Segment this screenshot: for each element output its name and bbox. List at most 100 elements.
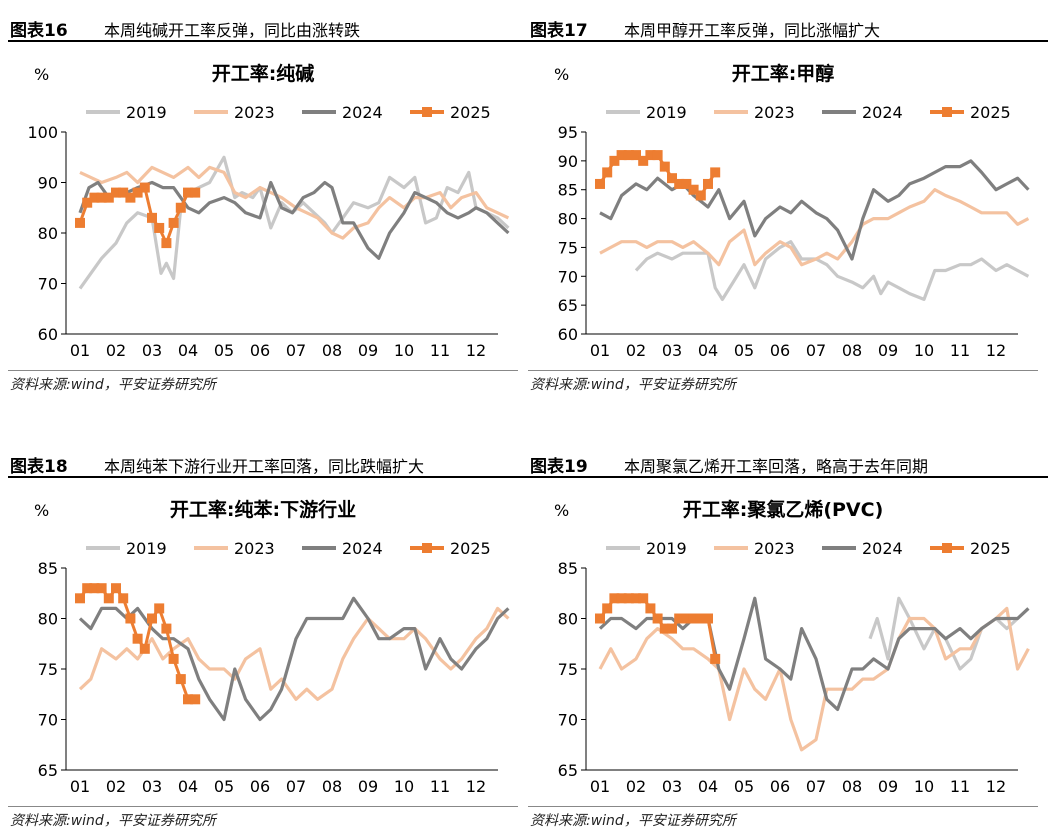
series-point-2025 (111, 187, 121, 198)
y-tick-label: 75 (38, 660, 58, 679)
series-point-2025 (75, 593, 85, 604)
y-tick-label: 85 (558, 559, 578, 578)
x-tick-label: 09 (878, 341, 898, 360)
legend-label-2023: 2023 (754, 539, 795, 558)
y-tick-label: 70 (558, 711, 578, 730)
series-point-2025 (623, 150, 634, 161)
series-line-2023 (78, 606, 510, 701)
y-tick-label: 85 (38, 559, 58, 578)
series-line-2024 (78, 596, 510, 722)
chart-title: 开工率:聚氯乙烯(PVC) (683, 498, 884, 521)
chart-soda-ash: 开工率:纯碱% 2019 2023 2024 2025 60 70 80 90 100 01 02 03… (27, 62, 510, 360)
panel-pvc: 图表19 本周聚氯乙烯开工率回落，略高于去年同期 开工率:聚氯乙烯(PVC)% 2… (528, 448, 1048, 829)
series-point-2025 (674, 613, 685, 624)
x-tick-label: 06 (250, 777, 270, 796)
series-point-2025 (168, 217, 179, 228)
series-point-2025 (645, 150, 656, 161)
series-point-2025 (710, 167, 721, 178)
y-tick-label: 70 (38, 711, 58, 730)
source-note: 资料来源:wind，平安证券研究所 (10, 813, 216, 829)
legend-label-2024: 2024 (342, 103, 383, 122)
x-tick-label: 12 (466, 777, 486, 796)
series-point-2025 (82, 197, 93, 208)
x-tick-label: 04 (698, 777, 718, 796)
series-point-2025 (132, 187, 143, 198)
series-point-2025 (674, 178, 685, 189)
series-point-2025 (616, 150, 627, 161)
series-point-2025 (175, 202, 186, 213)
x-tick-label: 09 (358, 777, 378, 796)
series-point-2025 (695, 190, 706, 201)
series-point-2025 (638, 593, 649, 604)
series-line-2024 (598, 596, 1030, 711)
legend-label-2024: 2024 (862, 539, 903, 558)
panel-methanol: 图表17 本周甲醇开工率反弹，同比涨幅扩大 开工率:甲醇% 2019 2023 202… (528, 12, 1048, 393)
x-tick-label: 05 (214, 341, 234, 360)
series-point-2025 (688, 613, 699, 624)
series-point-2025 (168, 653, 179, 664)
series-point-2025 (175, 674, 186, 685)
x-tick-label: 08 (842, 341, 862, 360)
series-line-2019 (78, 155, 510, 290)
x-tick-label: 03 (662, 341, 682, 360)
x-tick-label: 03 (142, 777, 162, 796)
y-tick-label: 80 (558, 210, 578, 229)
x-tick-label: 08 (842, 777, 862, 796)
figure-header: 图表17 本周甲醇开工率反弹，同比涨幅扩大 (528, 12, 1048, 42)
y-tick-label: 70 (38, 275, 58, 294)
x-tick-label: 12 (466, 341, 486, 360)
source-divider (8, 370, 518, 371)
series-point-2025 (681, 613, 692, 624)
panel-soda-ash: 图表16 本周纯碱开工率反弹，同比由涨转跌 开工率:纯碱% 2019 2023 202… (8, 12, 528, 393)
x-tick-label: 01 (590, 777, 610, 796)
x-tick-label: 01 (70, 341, 90, 360)
x-tick-label: 04 (178, 777, 198, 796)
source-divider (8, 806, 518, 807)
series-point-2025 (631, 593, 641, 604)
x-tick-label: 03 (142, 341, 162, 360)
x-tick-label: 07 (286, 777, 306, 796)
source-note: 资料来源:wind，平安证券研究所 (10, 377, 216, 393)
series-point-2025 (631, 150, 641, 161)
series-point-2025 (616, 593, 627, 604)
series-point-2025 (96, 192, 107, 203)
y-tick-label: 65 (558, 761, 578, 780)
chart-title: 开工率:纯苯:下游行业 (170, 498, 356, 521)
y-tick-label: 70 (558, 267, 578, 286)
y-tick-label: 65 (38, 761, 58, 780)
x-tick-label: 07 (806, 777, 826, 796)
y-unit-label: % (34, 501, 49, 520)
series-point-2025 (154, 222, 165, 233)
figure-header: 图表16 本周纯碱开工率反弹，同比由涨转跌 (8, 12, 528, 42)
figure-label: 图表17 (530, 21, 588, 41)
y-tick-label: 85 (558, 181, 578, 200)
series-point-2025 (609, 155, 620, 166)
y-tick-label: 65 (558, 296, 578, 315)
series-point-2025 (82, 583, 93, 594)
series-line-2023 (598, 606, 1030, 752)
series-line-2023 (599, 188, 1030, 267)
panel-benzene-downstream: 图表18 本周纯苯下游行业开工率回落，同比跌幅扩大 开工率:纯苯:下游行业% 20… (8, 448, 528, 829)
y-tick-label: 90 (38, 174, 58, 193)
series-point-2025 (75, 217, 85, 228)
series-point-2025 (183, 187, 193, 198)
y-tick-label: 95 (558, 123, 578, 142)
legend-label-2025: 2025 (450, 539, 491, 558)
series-line-2019 (634, 240, 1030, 301)
x-tick-label: 05 (734, 341, 754, 360)
series-point-2025 (125, 613, 136, 624)
series-point-2025 (602, 167, 613, 178)
chart-methanol: 开工率:甲醇% 2019 2023 2024 2025 60 65 70 75 80 85 90 95 0… (554, 62, 1030, 360)
series-point-2025 (190, 187, 201, 198)
series-point-2025 (638, 155, 649, 166)
legend-marker-2025 (422, 543, 432, 553)
y-tick-label: 60 (38, 325, 58, 344)
y-unit-label: % (34, 65, 49, 84)
x-tick-label: 06 (770, 777, 790, 796)
source-divider (528, 370, 1038, 371)
series-point-2025 (703, 613, 713, 624)
x-tick-label: 11 (950, 777, 970, 796)
x-tick-label: 04 (698, 341, 718, 360)
series-point-2025 (96, 583, 107, 594)
y-tick-label: 80 (38, 224, 58, 243)
